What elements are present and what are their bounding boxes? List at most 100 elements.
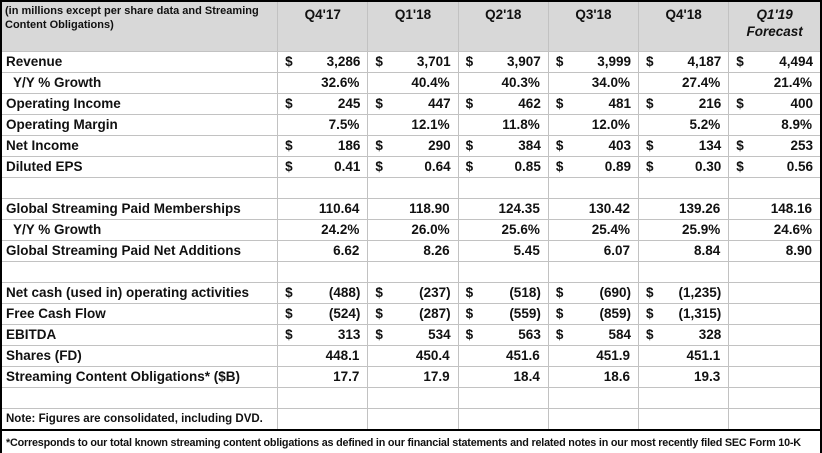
row-label: Net cash (used in) operating activities: [0, 282, 279, 304]
value-cell: 25.6%: [457, 219, 549, 241]
cell-value: (237): [419, 285, 451, 300]
money-cell: $0.89: [547, 156, 640, 178]
row-label: Streaming Content Obligations* ($B): [0, 366, 279, 388]
cell-value: 400: [790, 96, 813, 111]
cell-value: 4,494: [779, 54, 813, 69]
dollar-sign: $: [555, 159, 564, 174]
cell-value: (287): [419, 306, 451, 321]
money-cell: $3,999: [547, 51, 640, 73]
dollar-sign: $: [285, 138, 293, 153]
value-cell: 11.8%: [457, 114, 549, 136]
row-label: Operating Income: [0, 93, 279, 115]
empty-cell: [457, 387, 549, 409]
dollar-sign: $: [646, 306, 654, 321]
forecast-sublabel: Forecast: [746, 23, 803, 39]
money-cell: $534: [367, 324, 459, 346]
table-row: Y/Y % Growth 32.6% 40.4% 40.3% 34.0% 27.4% 21.…: [0, 72, 822, 94]
value-cell: 18.4: [457, 366, 549, 388]
empty-cell: [638, 261, 730, 283]
cell-value: 3,907: [507, 54, 541, 69]
dollar-sign: $: [736, 96, 744, 111]
cell-value: 3,999: [597, 54, 632, 69]
cell-value: (859): [599, 306, 632, 321]
empty-cell: [367, 261, 459, 283]
money-cell: $563: [457, 324, 549, 346]
dollar-sign: $: [555, 306, 564, 321]
empty-cell: [728, 345, 822, 367]
cell-value: 563: [518, 327, 541, 342]
dollar-sign: $: [465, 306, 474, 321]
empty-cell: [367, 408, 459, 431]
cell-value: (488): [328, 285, 361, 300]
corner-label: (in millions except per share data and S…: [0, 0, 279, 52]
money-cell: $ (690): [547, 282, 640, 304]
empty-cell: [638, 387, 730, 409]
cell-value: (1,315): [678, 306, 722, 321]
cell-value: 447: [428, 96, 451, 111]
money-cell: $0.56: [728, 156, 822, 178]
money-cell: $4,187: [638, 51, 730, 73]
money-cell: $ (559): [457, 303, 549, 325]
cell-value: 0.30: [694, 159, 722, 174]
table-row: Streaming Content Obligations* ($B) 17.7 1…: [0, 366, 822, 388]
dollar-sign: $: [555, 54, 564, 69]
blank-row: [0, 177, 822, 199]
value-cell: 24.2%: [277, 219, 369, 241]
dollar-sign: $: [736, 159, 744, 174]
cell-value: 3,286: [326, 54, 361, 69]
empty-cell: [547, 387, 640, 409]
blank-row: [0, 261, 822, 283]
value-cell: 451.9: [547, 345, 640, 367]
value-cell: 118.90: [367, 198, 459, 220]
empty-cell: [547, 177, 640, 199]
cell-value: 216: [698, 96, 722, 111]
dollar-sign: $: [736, 54, 744, 69]
money-cell: $3,701: [367, 51, 459, 73]
empty-cell: [728, 303, 822, 325]
dollar-sign: $: [285, 159, 293, 174]
row-label: Note: Figures are consolidated, includin…: [0, 408, 279, 431]
value-cell: 124.35: [457, 198, 549, 220]
money-cell: $0.85: [457, 156, 549, 178]
dollar-sign: $: [375, 327, 383, 342]
value-cell: 5.45: [457, 240, 549, 262]
dollar-sign: $: [465, 96, 474, 111]
cell-value: 245: [337, 96, 361, 111]
cell-value: 313: [337, 327, 361, 342]
table-row: Global Streaming Paid Net Additions 6.62 8…: [0, 240, 822, 262]
row-label: Global Streaming Paid Net Additions: [0, 240, 279, 262]
empty-cell: [0, 387, 279, 409]
value-cell: 130.42: [547, 198, 640, 220]
money-cell: $216: [638, 93, 730, 115]
empty-cell: [0, 261, 279, 283]
money-cell: $384: [457, 135, 549, 157]
empty-cell: [277, 261, 369, 283]
cell-value: 3,701: [416, 54, 451, 69]
money-cell: $400: [728, 93, 822, 115]
column-header-q1-18: Q1'18: [367, 0, 459, 52]
cell-value: 0.64: [424, 159, 451, 174]
money-cell: $313: [277, 324, 369, 346]
footnote-row: *Corresponds to our total known streamin…: [1, 429, 821, 453]
cell-value: 186: [337, 138, 361, 153]
dollar-sign: $: [646, 138, 654, 153]
money-cell: $245: [277, 93, 369, 115]
value-cell: 6.07: [547, 240, 640, 262]
row-label: Y/Y % Growth: [0, 219, 279, 241]
money-cell: $186: [277, 135, 369, 157]
value-cell: 139.26: [638, 198, 730, 220]
row-label: Shares (FD): [0, 345, 279, 367]
table-row: Operating Margin 7.5% 12.1% 11.8% 12.0% 5.2% 8…: [0, 114, 822, 136]
empty-cell: [728, 282, 822, 304]
cell-value: (518): [509, 285, 541, 300]
dollar-sign: $: [646, 327, 654, 342]
value-cell: 40.4%: [367, 72, 459, 94]
dollar-sign: $: [555, 96, 564, 111]
table-row: Revenue $3,286 $3,701 $3,907 $3,999 $4,187 $4,…: [0, 51, 822, 73]
empty-cell: [728, 324, 822, 346]
dollar-sign: $: [285, 327, 293, 342]
money-cell: $ (287): [367, 303, 459, 325]
cell-value: 328: [698, 327, 722, 342]
money-cell: $ (524): [277, 303, 369, 325]
